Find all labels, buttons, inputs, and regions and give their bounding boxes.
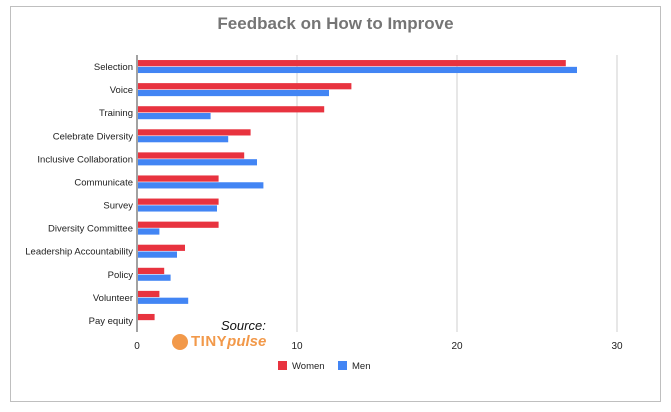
chart-title: Feedback on How to Improve bbox=[217, 14, 454, 33]
legend-swatch-men bbox=[338, 361, 347, 370]
bar-women bbox=[138, 152, 245, 159]
tinypulse-logo: TINY pulse bbox=[172, 333, 266, 350]
category-label: Celebrate Diversity bbox=[53, 131, 133, 142]
category-label: Diversity Committee bbox=[48, 224, 133, 235]
x-tick-label: 30 bbox=[611, 341, 623, 352]
bar-men bbox=[138, 89, 329, 97]
bar-men bbox=[138, 228, 160, 235]
category-label: Policy bbox=[108, 270, 134, 281]
category-label: Leadership Accountability bbox=[25, 247, 133, 258]
x-tick-label: 10 bbox=[291, 341, 303, 352]
bar-men bbox=[138, 159, 257, 166]
bar-women bbox=[138, 198, 219, 205]
bar-women bbox=[138, 83, 352, 90]
bar-women bbox=[138, 129, 251, 136]
bar-men bbox=[138, 136, 229, 143]
category-label: Inclusive Collaboration bbox=[37, 154, 133, 165]
bar-women bbox=[138, 290, 160, 298]
category-label: Survey bbox=[103, 201, 133, 212]
legend-swatch-women bbox=[278, 361, 287, 370]
bar-men bbox=[138, 113, 211, 120]
bar-women bbox=[138, 267, 165, 274]
bar-women bbox=[138, 175, 219, 182]
logo-text-a: TINY bbox=[191, 333, 228, 350]
category-label: Volunteer bbox=[93, 293, 133, 304]
legend-label-men: Men bbox=[352, 361, 370, 372]
bar-men bbox=[138, 274, 171, 281]
bar-women bbox=[138, 60, 566, 67]
category-label: Pay equity bbox=[89, 316, 134, 327]
category-label: Communicate bbox=[74, 177, 133, 188]
bar-men bbox=[138, 205, 217, 212]
legend-label-women: Women bbox=[292, 361, 325, 372]
x-tick-label: 20 bbox=[451, 341, 463, 352]
bar-women bbox=[138, 106, 325, 113]
pulse-icon bbox=[172, 333, 188, 350]
category-label: Training bbox=[99, 108, 133, 119]
x-tick-label: 0 bbox=[134, 341, 140, 352]
category-label: Selection bbox=[94, 62, 133, 73]
bar-men bbox=[138, 251, 177, 258]
source-label: Source: bbox=[221, 318, 266, 333]
bar-men bbox=[138, 66, 577, 74]
category-label: Voice bbox=[110, 85, 133, 96]
bar-women bbox=[138, 244, 185, 251]
logo-text-b: pulse bbox=[227, 333, 267, 350]
bar-men bbox=[138, 297, 189, 304]
bar-men bbox=[138, 182, 264, 189]
bar-women bbox=[138, 221, 219, 228]
bar-women bbox=[138, 313, 155, 321]
